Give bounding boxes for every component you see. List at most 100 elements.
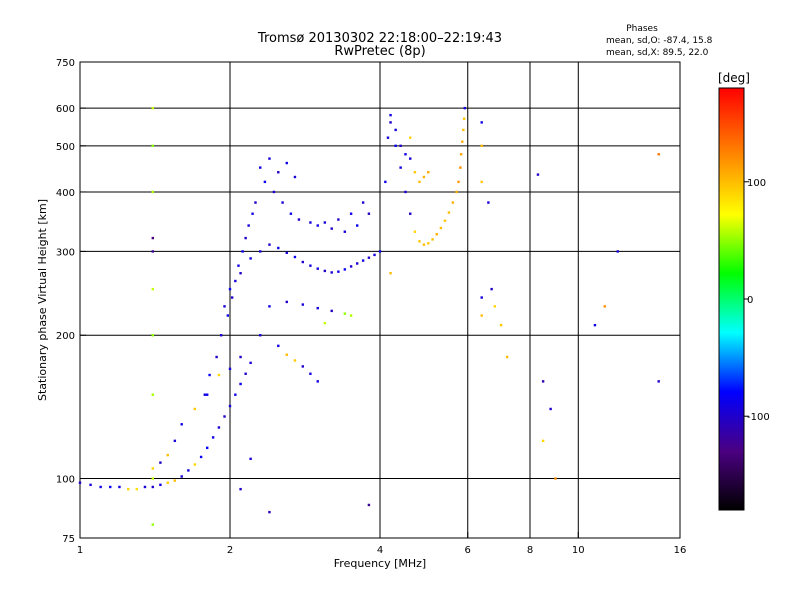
data-point: [593, 323, 597, 327]
data-point: [259, 166, 262, 169]
data-point: [251, 212, 254, 215]
data-point: [323, 221, 327, 224]
data-point: [268, 510, 271, 514]
data-point: [616, 250, 619, 253]
data-point: [228, 404, 232, 408]
data-point: [422, 175, 426, 179]
data-point: [541, 380, 545, 383]
data-point: [389, 113, 392, 117]
data-point: [461, 140, 464, 143]
data-point: [151, 523, 155, 526]
x-tick-label: 2: [227, 545, 233, 556]
data-point: [409, 212, 412, 215]
data-point: [459, 153, 463, 156]
data-point: [230, 296, 234, 299]
data-point: [151, 467, 155, 470]
data-point: [254, 201, 257, 204]
data-point: [389, 121, 392, 124]
data-point: [384, 180, 387, 184]
data-point: [490, 287, 493, 291]
data-point: [159, 483, 162, 487]
data-point: [272, 190, 276, 194]
data-point: [451, 201, 455, 204]
data-point: [409, 136, 412, 139]
data-point: [151, 236, 155, 240]
data-point: [241, 250, 244, 253]
data-point: [378, 250, 382, 253]
y-tick-label: 750: [56, 58, 75, 69]
data-point: [455, 190, 458, 194]
data-point: [173, 439, 177, 443]
data-point: [239, 272, 242, 275]
data-point: [447, 211, 451, 214]
data-point: [355, 262, 359, 265]
data-point: [143, 485, 147, 489]
data-point: [289, 212, 293, 215]
chart-title: Tromsø 20130302 22:18:00–22:19:43: [257, 31, 502, 46]
data-point: [234, 279, 237, 283]
data-point: [361, 201, 365, 204]
data-point: [166, 481, 169, 484]
y-tick-label: 600: [56, 104, 75, 115]
data-point: [394, 144, 397, 148]
data-point: [166, 453, 169, 457]
data-point: [536, 173, 540, 176]
data-point: [151, 106, 155, 110]
data-point: [657, 380, 660, 383]
data-point: [309, 221, 312, 224]
data-point: [151, 334, 155, 337]
data-point: [151, 190, 155, 194]
data-point: [285, 161, 288, 165]
data-point: [355, 224, 359, 227]
data-point: [208, 373, 211, 377]
data-point: [480, 296, 483, 299]
y-tick-label: 500: [56, 142, 75, 153]
data-point: [180, 423, 183, 426]
data-point: [499, 323, 503, 327]
data-point: [404, 153, 407, 156]
data-point: [180, 475, 183, 478]
phase-colorbar: [deg] 100 0 -100: [718, 71, 770, 511]
data-point: [480, 121, 483, 124]
data-point: [135, 487, 138, 491]
data-point: [244, 372, 247, 375]
data-point: [603, 305, 606, 308]
data-point: [386, 136, 390, 139]
y-tick-label: 75: [62, 534, 75, 545]
data-point: [505, 355, 509, 359]
data-point: [323, 321, 327, 325]
data-point: [301, 303, 305, 306]
data-point: [293, 255, 297, 259]
data-point: [215, 355, 218, 359]
data-point: [343, 268, 347, 271]
y-tick-label: 200: [56, 331, 75, 342]
data-point: [367, 212, 371, 215]
data-point: [293, 359, 297, 362]
data-point: [462, 117, 466, 120]
data-point: [193, 463, 197, 466]
data-point: [99, 485, 102, 489]
data-point: [301, 260, 305, 264]
data-point: [367, 503, 371, 507]
data-point: [309, 264, 312, 267]
data-point: [127, 487, 130, 491]
data-point: [193, 407, 197, 411]
data-point: [462, 128, 465, 132]
data-point: [159, 461, 162, 464]
data-point: [459, 166, 462, 169]
x-tick-label: 10: [572, 545, 585, 556]
data-point: [234, 393, 237, 396]
data-point: [199, 455, 203, 459]
data-point: [549, 407, 552, 411]
data-point: [431, 238, 434, 241]
data-point: [151, 250, 155, 253]
data-point: [316, 267, 319, 270]
data-point: [205, 446, 209, 450]
data-point: [349, 314, 353, 317]
data-point: [187, 469, 190, 472]
data-point: [151, 477, 155, 480]
data-point: [463, 106, 467, 110]
data-point: [309, 372, 312, 375]
data-point: [151, 393, 155, 396]
